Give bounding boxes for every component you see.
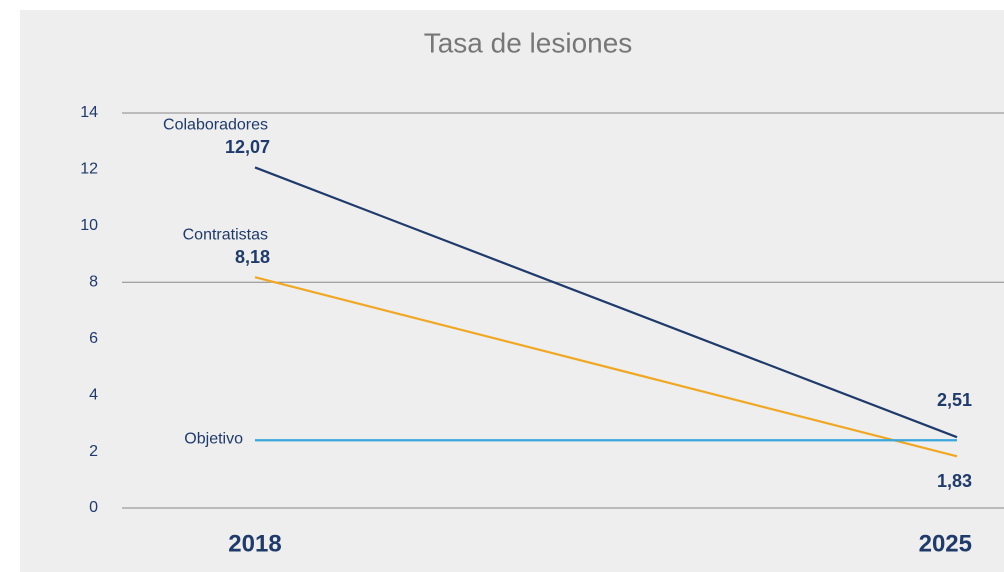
x-tick-label: 2018 [228, 530, 281, 557]
value-label: 8,18 [235, 247, 270, 267]
series-label: Colaboradores [163, 117, 268, 134]
series-line [254, 166, 958, 439]
value-label: 2,51 [937, 390, 972, 410]
value-label: 1,83 [937, 471, 972, 491]
x-tick-label: 2025 [919, 530, 972, 557]
value-label: 12,07 [225, 137, 270, 157]
chart-title: Tasa de lesiones [424, 27, 633, 58]
y-tick-label: 0 [89, 499, 98, 516]
y-tick-label: 8 [89, 274, 98, 291]
series-label: Contratistas [183, 226, 268, 243]
series-label: Objetivo [184, 431, 243, 448]
series-line [254, 276, 958, 458]
y-tick-label: 10 [80, 217, 98, 234]
y-tick-label: 2 [89, 443, 98, 460]
chart-background [20, 10, 1004, 572]
y-tick-label: 4 [89, 386, 98, 403]
y-tick-label: 12 [80, 161, 98, 178]
y-tick-label: 6 [89, 330, 98, 347]
y-tick-label: 14 [80, 104, 98, 121]
